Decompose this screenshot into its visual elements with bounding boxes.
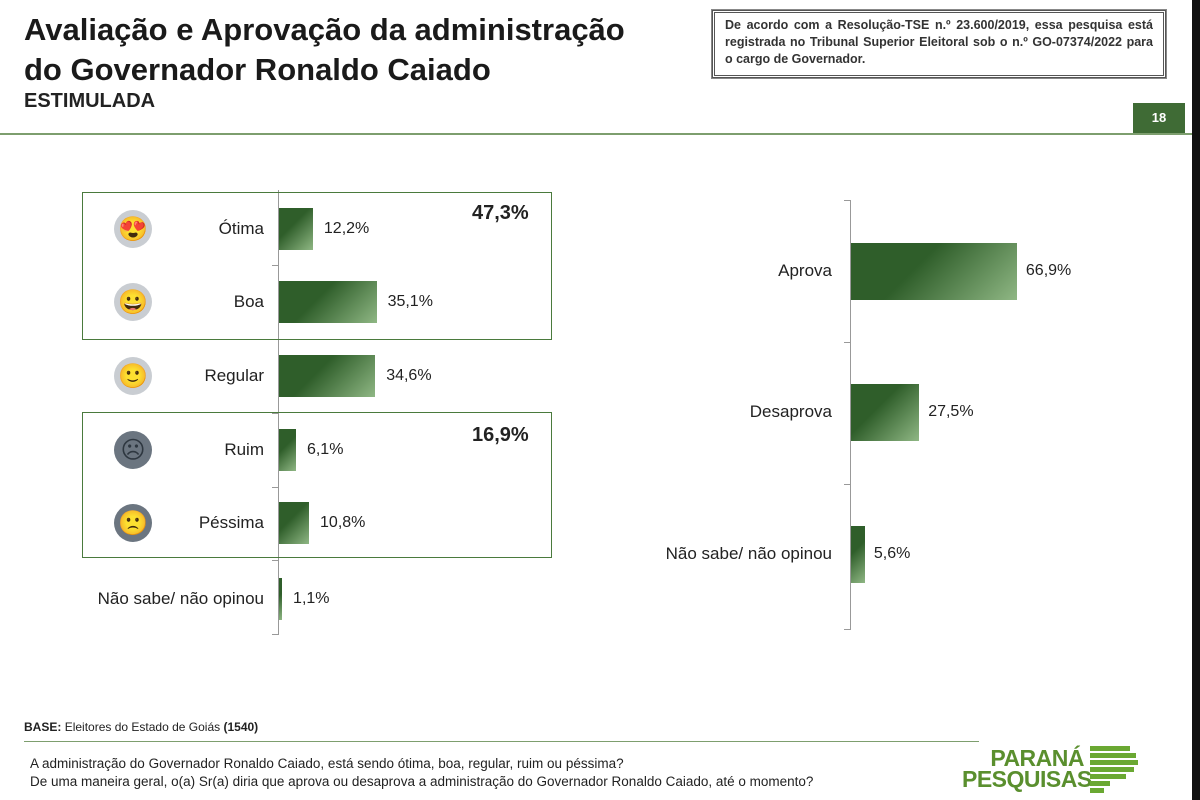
bar [279, 578, 283, 620]
frown-face-icon: ☹ [114, 431, 152, 469]
bar-value: 66,9% [1025, 262, 1072, 279]
bar-label: Aprova [778, 261, 832, 280]
bar-value: 27,5% [928, 403, 974, 420]
bar-value: 1,1% [293, 590, 330, 607]
bar-value: 35,1% [387, 293, 433, 310]
bar-value: 12,2% [323, 220, 370, 237]
base-note: BASE: Eleitores do Estado de Goiás (1540… [24, 720, 258, 734]
base-label: BASE: [24, 720, 62, 734]
bar [279, 355, 376, 397]
bar-value: 34,6% [386, 367, 432, 384]
header-divider [0, 133, 1192, 135]
star-eyes-face-icon: 😍 [114, 210, 152, 248]
logo-line-2: PESQUISAS [962, 766, 1092, 792]
axis-tick [844, 200, 850, 201]
bar-value: 5,6% [873, 545, 911, 562]
axis-tick [272, 413, 278, 414]
bar [279, 502, 310, 544]
tse-notice: De acordo com a Resolução-TSE n.º 23.600… [712, 10, 1166, 78]
bar-label: Desaprova [749, 402, 832, 421]
sad-face-icon: 🙁 [114, 504, 152, 542]
group-box-negative [82, 412, 552, 558]
axis-tick [272, 487, 278, 488]
bar [279, 208, 313, 250]
bar-label: Boa [233, 292, 264, 311]
axis-tick [272, 265, 278, 266]
title-line-1: Avaliação e Aprovação da administração [24, 12, 625, 47]
axis-tick [272, 560, 278, 561]
bar-label: Ruim [224, 440, 264, 459]
logo-line-1: PARANÁ [990, 745, 1084, 771]
question-1: A administração do Governador Ronaldo Ca… [30, 756, 624, 771]
bar-value: 10,8% [320, 514, 366, 531]
bar [279, 281, 377, 323]
bar-label: Ótima [218, 219, 264, 238]
bar-label: Péssima [198, 513, 264, 532]
page-number: 18 [1133, 103, 1185, 133]
grin-face-icon: 😀 [114, 283, 152, 321]
group-total: 47,3% [472, 202, 529, 224]
bar-label: Não sabe/ não opinou [97, 589, 264, 608]
axis-tick [844, 484, 850, 485]
footer-divider [24, 741, 979, 742]
axis-line [850, 200, 851, 630]
smile-face-icon: 🙂 [114, 357, 152, 395]
bar-label: Não sabe/ não opinou [665, 544, 832, 563]
page-subtitle: ESTIMULADA [24, 90, 156, 112]
bar [279, 429, 296, 471]
logo-mark-icon [1090, 746, 1138, 800]
bar-label: Regular [204, 366, 264, 385]
bar [851, 384, 920, 441]
screen-edge [1192, 0, 1200, 800]
group-box-positive [82, 192, 552, 340]
axis-tick [272, 634, 278, 635]
question-2: De uma maneira geral, o(a) Sr(a) diria q… [30, 774, 814, 789]
bar-value: 6,1% [306, 441, 344, 458]
title-line-2: do Governador Ronaldo Caiado [24, 52, 491, 87]
bar [851, 243, 1017, 300]
bar [851, 526, 865, 583]
base-n: (1540) [223, 720, 259, 734]
page-title: Avaliação e Aprovação da administração do… [24, 10, 625, 90]
group-total: 16,9% [472, 424, 529, 446]
parana-pesquisas-logo: PARANÁ PESQUISAS [962, 745, 1092, 792]
axis-tick [844, 629, 850, 630]
axis-tick [844, 342, 850, 343]
base-text: Eleitores do Estado de Goiás [64, 720, 221, 734]
